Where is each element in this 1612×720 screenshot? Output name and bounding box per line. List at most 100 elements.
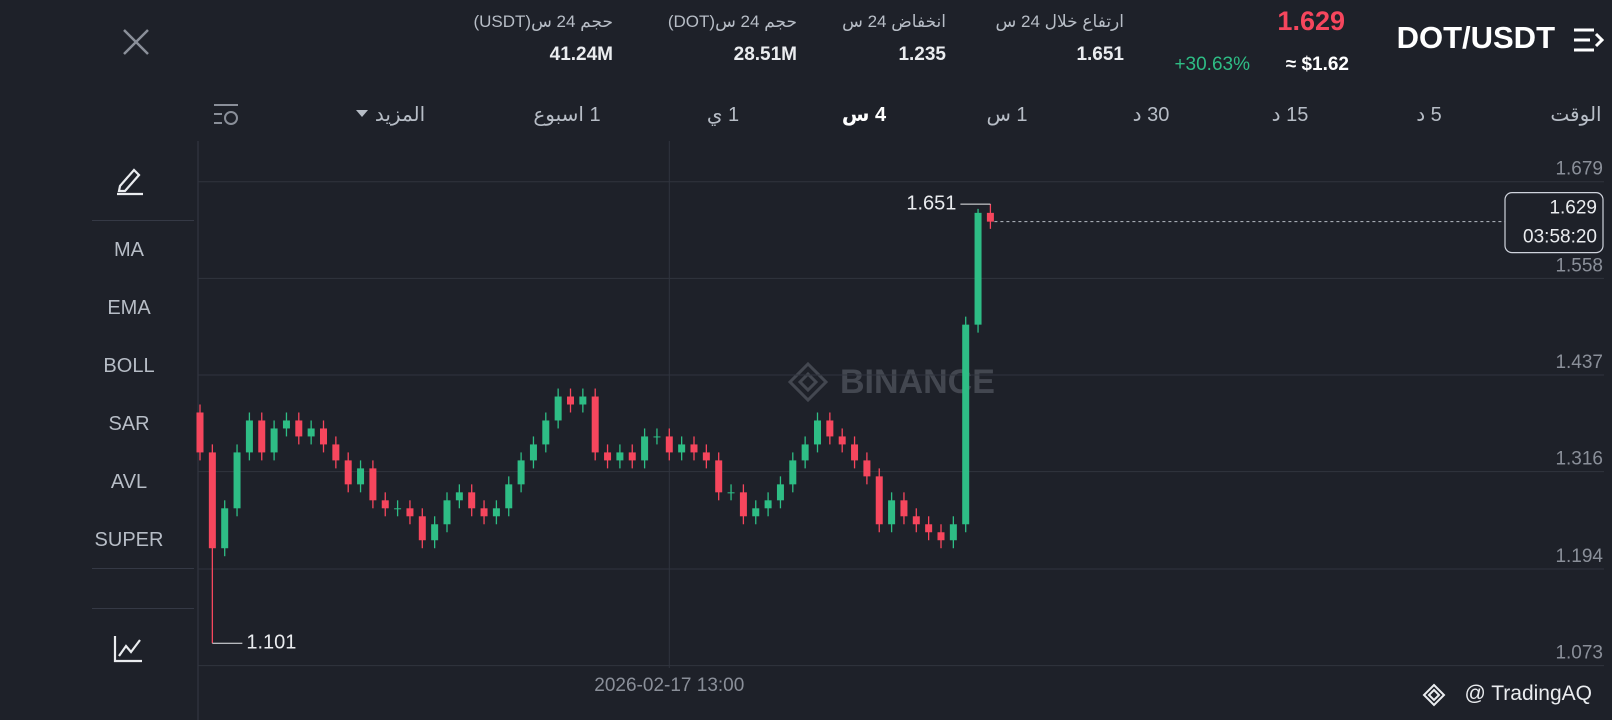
candle-body (604, 452, 612, 461)
candle-body (616, 452, 624, 461)
stat-value: 41.24M (549, 44, 613, 65)
candle-body (258, 420, 266, 453)
interval-tab[interactable]: 1 س (986, 104, 1028, 126)
separator (92, 608, 194, 609)
candle-body (357, 468, 365, 485)
candle-body (715, 460, 723, 493)
candle-body (678, 444, 686, 453)
candle-body (900, 500, 908, 517)
candle-body (591, 396, 599, 453)
footer: @ TradingAQ (1464, 682, 1592, 705)
interval-tab[interactable]: 30 د (1132, 104, 1170, 126)
separator (92, 568, 194, 569)
candle-body (764, 500, 772, 509)
y-tick-label: 1.316 (1555, 449, 1603, 470)
interval-tab[interactable]: 4 س (841, 104, 887, 126)
candle-body (665, 436, 673, 453)
stat-value: 1.651 (1076, 44, 1124, 65)
candle-body (431, 524, 439, 541)
x-tick-label: 2026-02-17 13:00 (594, 675, 744, 696)
indicator[interactable]: AVL (110, 471, 148, 493)
stat-value: 28.51M (733, 44, 797, 65)
y-tick-label: 1.437 (1555, 352, 1603, 373)
candle-body (776, 484, 784, 501)
candle-body (233, 452, 241, 509)
candle-body (912, 516, 920, 525)
candle-body (443, 500, 451, 525)
candle-body (641, 436, 649, 461)
last-price: 1.629 (1277, 6, 1345, 36)
low-marker-label: 1.101 (246, 632, 296, 654)
y-tick-label: 1.558 (1555, 255, 1603, 276)
settings-icon[interactable] (212, 102, 242, 128)
candle-body (406, 508, 414, 517)
y-tick-label: 1.679 (1555, 159, 1603, 180)
interval-tab[interactable]: 1 ي (706, 104, 740, 126)
candle-body (517, 460, 525, 485)
candle-body (789, 460, 797, 485)
indicator[interactable]: EMA (107, 297, 151, 319)
candle-body (937, 532, 945, 541)
candle-body (986, 212, 994, 222)
interval-tab[interactable]: 15 د (1271, 104, 1309, 126)
menu-icon[interactable] (1572, 26, 1604, 54)
y-tick-label: 1.073 (1555, 643, 1603, 664)
candle-body (270, 428, 278, 453)
candle-body (925, 524, 933, 533)
candle-body (653, 436, 661, 438)
candle-body (863, 460, 871, 477)
y-tick-label: 1.194 (1555, 546, 1603, 567)
candle-body (245, 420, 253, 453)
indicator[interactable]: SUPER (94, 529, 164, 551)
price-change: +30.63% (1174, 54, 1250, 75)
candle-body (801, 444, 809, 461)
candle-body (752, 508, 760, 517)
candle-body (208, 452, 216, 549)
candle-body (888, 500, 896, 525)
stat-label: حجم 24 س(DOT) (667, 12, 797, 31)
draw-icon[interactable] (114, 164, 146, 196)
indicator[interactable]: BOLL (103, 355, 155, 377)
candle-body (295, 420, 303, 437)
watermark-logo (787, 361, 829, 403)
candle-body (838, 436, 846, 445)
close-button[interactable] (122, 28, 150, 56)
interval-tab: الوقت (1550, 104, 1602, 126)
candle-body (739, 492, 747, 517)
candle-body (369, 468, 377, 501)
candle-body (826, 420, 834, 437)
interval-tab[interactable]: المزيد (374, 104, 426, 126)
stat-label: انخفاض 24 س (842, 12, 946, 31)
candle-body (727, 492, 735, 494)
indicator[interactable]: SAR (108, 413, 150, 435)
candle-body (332, 444, 340, 461)
high-marker-label: 1.651 (906, 192, 956, 214)
interval-tab[interactable]: 1 اسبوع (533, 104, 601, 126)
candle-body (567, 396, 574, 405)
indicator[interactable]: MA (114, 239, 144, 261)
candle-body (628, 452, 636, 461)
watermark-text: BINANCE (840, 363, 995, 401)
interval-tab[interactable]: 5 د (1416, 104, 1442, 126)
candle-body (307, 428, 315, 437)
chart-type-icon[interactable] (112, 634, 144, 664)
candle-body (455, 492, 463, 501)
candle-body (468, 492, 476, 509)
candle-body (505, 484, 513, 509)
price-usd: ≈ $1.62 (1285, 54, 1349, 75)
last-price-box (1504, 192, 1604, 254)
countdown: 03:58:20 (1523, 227, 1597, 248)
candle-body (221, 508, 229, 549)
dropdown-arrow (356, 110, 368, 117)
candle-body (554, 396, 562, 421)
candle-body (492, 508, 500, 517)
candle-body (344, 460, 352, 485)
candle-body (529, 444, 537, 461)
candle-body (394, 508, 402, 510)
candle-body (962, 324, 970, 525)
candle-body (690, 444, 698, 453)
candle-body (875, 476, 883, 525)
candle-body (282, 420, 290, 429)
